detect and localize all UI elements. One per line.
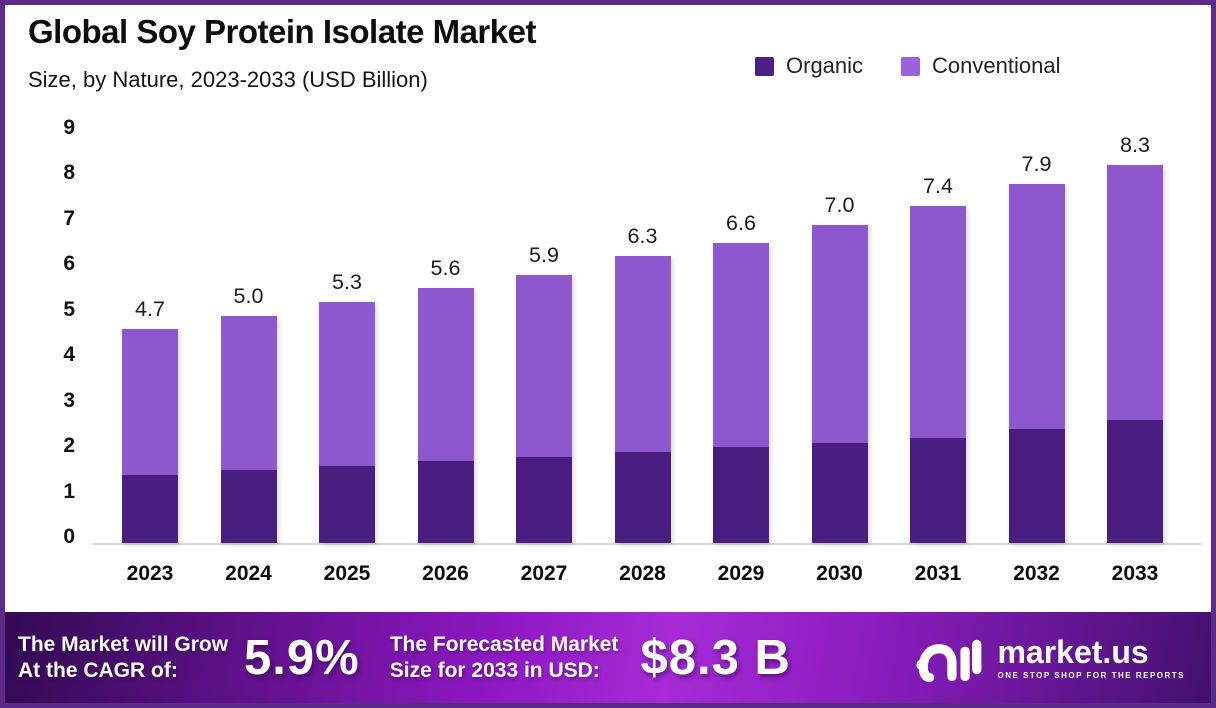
- bar-total-label-2030: 7.0: [824, 192, 855, 217]
- bar-segment-conventional-2025: [319, 301, 375, 466]
- logo-wordmark: market.us: [997, 634, 1149, 670]
- bar-segment-organic-2032: [1008, 429, 1065, 543]
- x-axis-label-2023: 2023: [126, 562, 174, 585]
- y-axis-tick-7: 7: [63, 206, 75, 230]
- bar-segment-organic-2030: [811, 442, 868, 543]
- bar-2030: [811, 224, 868, 544]
- bar-segment-organic-2028: [614, 451, 671, 543]
- bar-segment-conventional-2030: [811, 224, 868, 443]
- bar-2028: [614, 256, 671, 543]
- stacked-bar-chart: 0 1 2 3 4 5 6 7 8 9 4.7 2023 5.0 2024 5.3 2025 5.6 2026 5.…: [5, 5, 1211, 617]
- legend-swatch-conventional: [901, 56, 921, 76]
- bar-total-label-2027: 5.9: [529, 242, 559, 267]
- x-axis-label-2032: 2032: [1013, 562, 1060, 585]
- legend-item-conventional: Conventional: [901, 53, 1060, 79]
- bar-segment-organic-2029: [713, 447, 769, 543]
- bar-2026: [417, 288, 474, 543]
- forecast-label-line2: Size for 2033 in USD:: [389, 658, 600, 682]
- y-axis-tick-5: 5: [63, 297, 75, 321]
- x-axis-label-2027: 2027: [520, 562, 568, 585]
- bar-2027: [516, 274, 572, 543]
- bar-segment-conventional-2028: [614, 256, 671, 452]
- x-axis-label-2030: 2030: [816, 562, 863, 585]
- y-axis-tick-2: 2: [63, 434, 75, 457]
- bar-2023: [122, 329, 178, 543]
- y-axis-tick-6: 6: [63, 252, 75, 275]
- x-axis-label-2031: 2031: [914, 562, 962, 585]
- y-axis-tick-3: 3: [63, 388, 75, 412]
- bar-2024: [220, 315, 277, 544]
- y-axis-tick-8: 8: [63, 161, 75, 184]
- x-axis-label-2026: 2026: [422, 562, 469, 585]
- marketus-logo-icon: [916, 639, 982, 682]
- bar-total-label-2024: 5.0: [233, 283, 264, 308]
- legend-label: Conventional: [932, 53, 1061, 78]
- cagr-value: 5.9%: [244, 630, 360, 685]
- bar-2032: [1008, 183, 1065, 543]
- bar-2025: [319, 301, 375, 543]
- bar-2031: [910, 206, 966, 543]
- bar-segment-organic-2024: [220, 470, 277, 543]
- y-axis-tick-0: 0: [63, 525, 75, 548]
- forecast-label-line1: The Forecasted Market: [389, 632, 619, 656]
- bar-total-label-2026: 5.6: [430, 256, 461, 281]
- legend-item-organic: Organic: [755, 53, 863, 79]
- cagr-label-line2: At the CAGR of:: [18, 658, 178, 682]
- bar-segment-organic-2027: [516, 456, 572, 543]
- x-axis-label-2024: 2024: [225, 562, 272, 585]
- y-axis-tick-4: 4: [63, 343, 75, 366]
- bar-segment-conventional-2032: [1008, 183, 1065, 430]
- cagr-label: The Market will Grow At the CAGR of:: [18, 632, 228, 684]
- bar-segment-conventional-2027: [516, 274, 572, 457]
- footer-banner: The Market will Grow At the CAGR of: 5.9…: [5, 612, 1211, 703]
- bar-segment-organic-2026: [417, 461, 474, 543]
- x-axis-line: [93, 543, 1201, 545]
- bar-segment-organic-2023: [122, 474, 178, 543]
- bar-segment-conventional-2023: [122, 329, 178, 475]
- bar-total-label-2028: 6.3: [627, 224, 658, 249]
- bar-segment-conventional-2026: [417, 288, 474, 462]
- bar-segment-organic-2025: [319, 465, 375, 543]
- y-axis-tick-9: 9: [63, 115, 75, 139]
- bar-total-label-2033: 8.3: [1120, 133, 1150, 158]
- x-axis-label-2028: 2028: [619, 562, 666, 585]
- x-axis-label-2025: 2025: [323, 562, 371, 585]
- cagr-label-line1: The Market will Grow: [18, 632, 229, 656]
- bar-2029: [713, 242, 769, 543]
- bar-segment-conventional-2024: [220, 315, 277, 471]
- bar-segment-conventional-2033: [1107, 165, 1163, 421]
- bar-segment-conventional-2031: [910, 206, 966, 439]
- bar-total-label-2023: 4.7: [135, 297, 165, 322]
- marketus-logo: market.us ONE STOP SHOP FOR THE REPORTS: [915, 631, 1185, 685]
- bar-total-label-2032: 7.9: [1021, 151, 1052, 176]
- bar-total-label-2031: 7.4: [923, 174, 953, 199]
- x-axis-label-2033: 2033: [1111, 562, 1159, 585]
- chart-legend: Organic Conventional: [755, 53, 1060, 79]
- bar-total-label-2029: 6.6: [726, 210, 756, 235]
- bar-segment-organic-2033: [1107, 420, 1163, 543]
- page-subtitle: Size, by Nature, 2023-2033 (USD Billion): [28, 67, 428, 92]
- page-title: Global Soy Protein Isolate Market: [28, 13, 536, 50]
- legend-swatch-organic: [755, 56, 774, 76]
- bar-segment-organic-2031: [910, 438, 966, 543]
- bar-segment-conventional-2029: [713, 242, 769, 448]
- forecast-label: The Forecasted Market Size for 2033 in U…: [390, 632, 619, 684]
- logo-tagline: ONE STOP SHOP FOR THE REPORTS: [997, 671, 1185, 680]
- forecast-value: $8.3 B: [640, 630, 791, 685]
- legend-label: Organic: [786, 53, 864, 78]
- bar-2033: [1107, 165, 1163, 543]
- x-axis-label-2029: 2029: [717, 562, 765, 585]
- bar-total-label-2025: 5.3: [332, 269, 362, 294]
- y-axis-tick-1: 1: [63, 479, 75, 503]
